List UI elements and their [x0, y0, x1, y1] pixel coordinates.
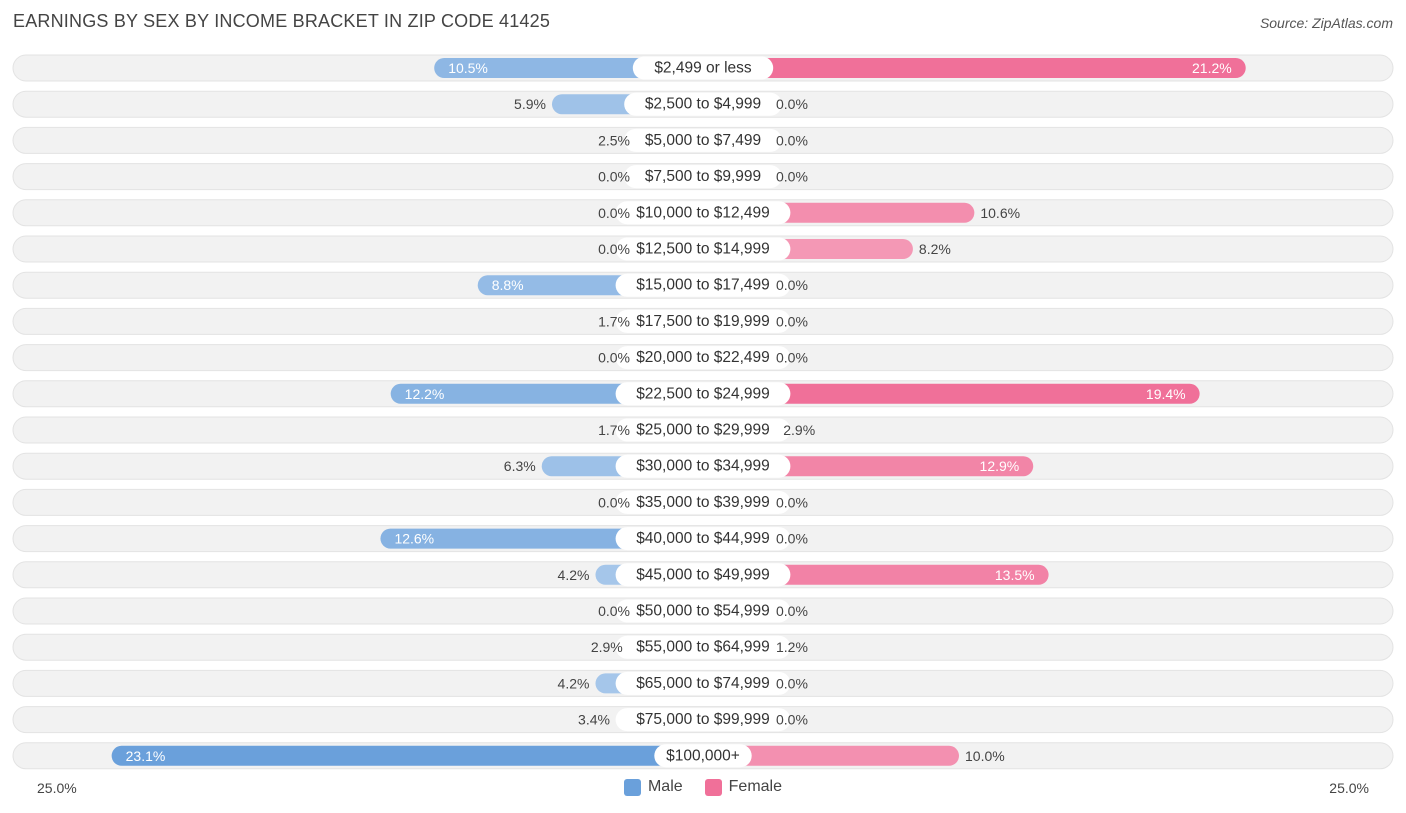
female-value-label: 10.6% — [980, 205, 1020, 221]
female-value-label: 0.0% — [776, 350, 808, 366]
category-label: $12,500 to $14,999 — [636, 241, 770, 258]
category-label: $55,000 to $64,999 — [636, 639, 770, 656]
legend-label-female: Female — [728, 778, 783, 795]
male-value-label: 4.2% — [558, 675, 590, 691]
category-pill — [624, 92, 782, 116]
axis-left-label: 25.0% — [37, 780, 77, 796]
category-pill — [615, 418, 791, 442]
female-value-label: 0.0% — [776, 313, 808, 329]
source-credit: Source: ZipAtlas.com — [1259, 15, 1393, 31]
category-pill — [632, 56, 774, 80]
category-pill — [615, 382, 791, 406]
category-label: $75,000 to $99,999 — [636, 711, 770, 728]
category-label: $17,500 to $19,999 — [636, 313, 770, 330]
male-value-label: 2.5% — [598, 132, 630, 148]
category-pill — [615, 490, 791, 514]
chart-title: EARNINGS BY SEX BY INCOME BRACKET IN ZIP… — [13, 11, 551, 31]
female-bar — [703, 564, 1049, 585]
category-pill — [615, 708, 791, 732]
female-value-label: 0.0% — [776, 494, 808, 510]
male-value-label: 8.8% — [492, 277, 524, 293]
male-value-label: 0.0% — [598, 603, 630, 619]
female-value-label: 0.0% — [776, 277, 808, 293]
legend-item-male: Male — [623, 778, 683, 796]
category-label: $7,500 to $9,999 — [645, 168, 761, 185]
category-label: $30,000 to $34,999 — [636, 458, 770, 475]
category-label: $25,000 to $29,999 — [636, 422, 770, 439]
category-pill — [615, 635, 791, 659]
female-bar — [703, 745, 959, 766]
category-label: $20,000 to $22,499 — [636, 349, 770, 366]
category-pill — [615, 671, 791, 695]
category-pill — [615, 237, 791, 261]
male-value-label: 23.1% — [126, 748, 166, 764]
category-pill — [624, 128, 782, 152]
female-value-label: 0.0% — [776, 603, 808, 619]
category-label: $22,500 to $24,999 — [636, 385, 770, 402]
category-label: $40,000 to $44,999 — [636, 530, 770, 547]
category-label: $100,000+ — [666, 747, 740, 764]
axis-right-label: 25.0% — [1329, 780, 1369, 796]
male-value-label: 5.9% — [514, 96, 546, 112]
category-pill — [615, 309, 791, 333]
female-value-label: 8.2% — [919, 241, 951, 257]
category-pill — [615, 201, 791, 225]
category-label: $65,000 to $74,999 — [636, 675, 770, 692]
category-pill — [615, 454, 791, 478]
female-value-label: 0.0% — [776, 531, 808, 547]
female-bar — [703, 383, 1200, 404]
category-pill — [615, 563, 791, 587]
male-value-label: 0.0% — [598, 205, 630, 221]
male-value-label: 4.2% — [558, 567, 590, 583]
category-pill — [615, 273, 791, 297]
female-value-label: 0.0% — [776, 169, 808, 185]
female-value-label: 0.0% — [776, 132, 808, 148]
category-pill — [615, 527, 791, 551]
category-label: $15,000 to $17,499 — [636, 277, 770, 294]
chart-canvas: $2,499 or less 10.5% 21.2% $2,500 to $4,999… — [12, 54, 1394, 770]
male-value-label: 10.5% — [448, 60, 488, 76]
male-value-label: 12.2% — [405, 386, 445, 402]
male-value-label: 6.3% — [504, 458, 536, 474]
female-value-label: 0.0% — [776, 675, 808, 691]
category-label: $50,000 to $54,999 — [636, 603, 770, 620]
female-value-label: 13.5% — [995, 567, 1035, 583]
male-value-label: 2.9% — [591, 639, 623, 655]
legend-swatch-male — [623, 778, 641, 796]
category-label: $45,000 to $49,999 — [636, 566, 770, 583]
female-value-label: 0.0% — [776, 96, 808, 112]
female-value-label: 12.9% — [980, 458, 1020, 474]
legend: Male Female — [0, 778, 1406, 796]
female-bar — [703, 58, 1246, 78]
category-label: $10,000 to $12,499 — [636, 204, 770, 221]
category-label: $35,000 to $39,999 — [636, 494, 770, 511]
female-value-label: 0.0% — [776, 712, 808, 728]
female-value-label: 19.4% — [1146, 386, 1186, 402]
male-value-label: 1.7% — [598, 422, 630, 438]
male-bar — [111, 745, 703, 766]
female-value-label: 21.2% — [1192, 60, 1232, 76]
legend-label-male: Male — [647, 778, 683, 795]
female-value-label: 1.2% — [776, 639, 808, 655]
category-label: $2,499 or less — [654, 60, 752, 77]
male-value-label: 1.7% — [598, 313, 630, 329]
male-value-label: 0.0% — [598, 241, 630, 257]
category-pill — [615, 346, 791, 370]
category-pill — [624, 165, 782, 189]
female-value-label: 2.9% — [783, 422, 815, 438]
male-value-label: 3.4% — [578, 712, 610, 728]
category-label: $2,500 to $4,999 — [645, 96, 761, 113]
category-pill — [654, 744, 752, 768]
male-value-label: 0.0% — [598, 350, 630, 366]
category-label: $5,000 to $7,499 — [645, 132, 761, 149]
legend-item-female: Female — [704, 778, 783, 796]
male-value-label: 12.6% — [394, 531, 434, 547]
male-value-label: 0.0% — [598, 494, 630, 510]
male-value-label: 0.0% — [598, 169, 630, 185]
category-pill — [615, 599, 791, 623]
female-value-label: 10.0% — [965, 748, 1005, 764]
legend-swatch-female — [704, 778, 722, 796]
